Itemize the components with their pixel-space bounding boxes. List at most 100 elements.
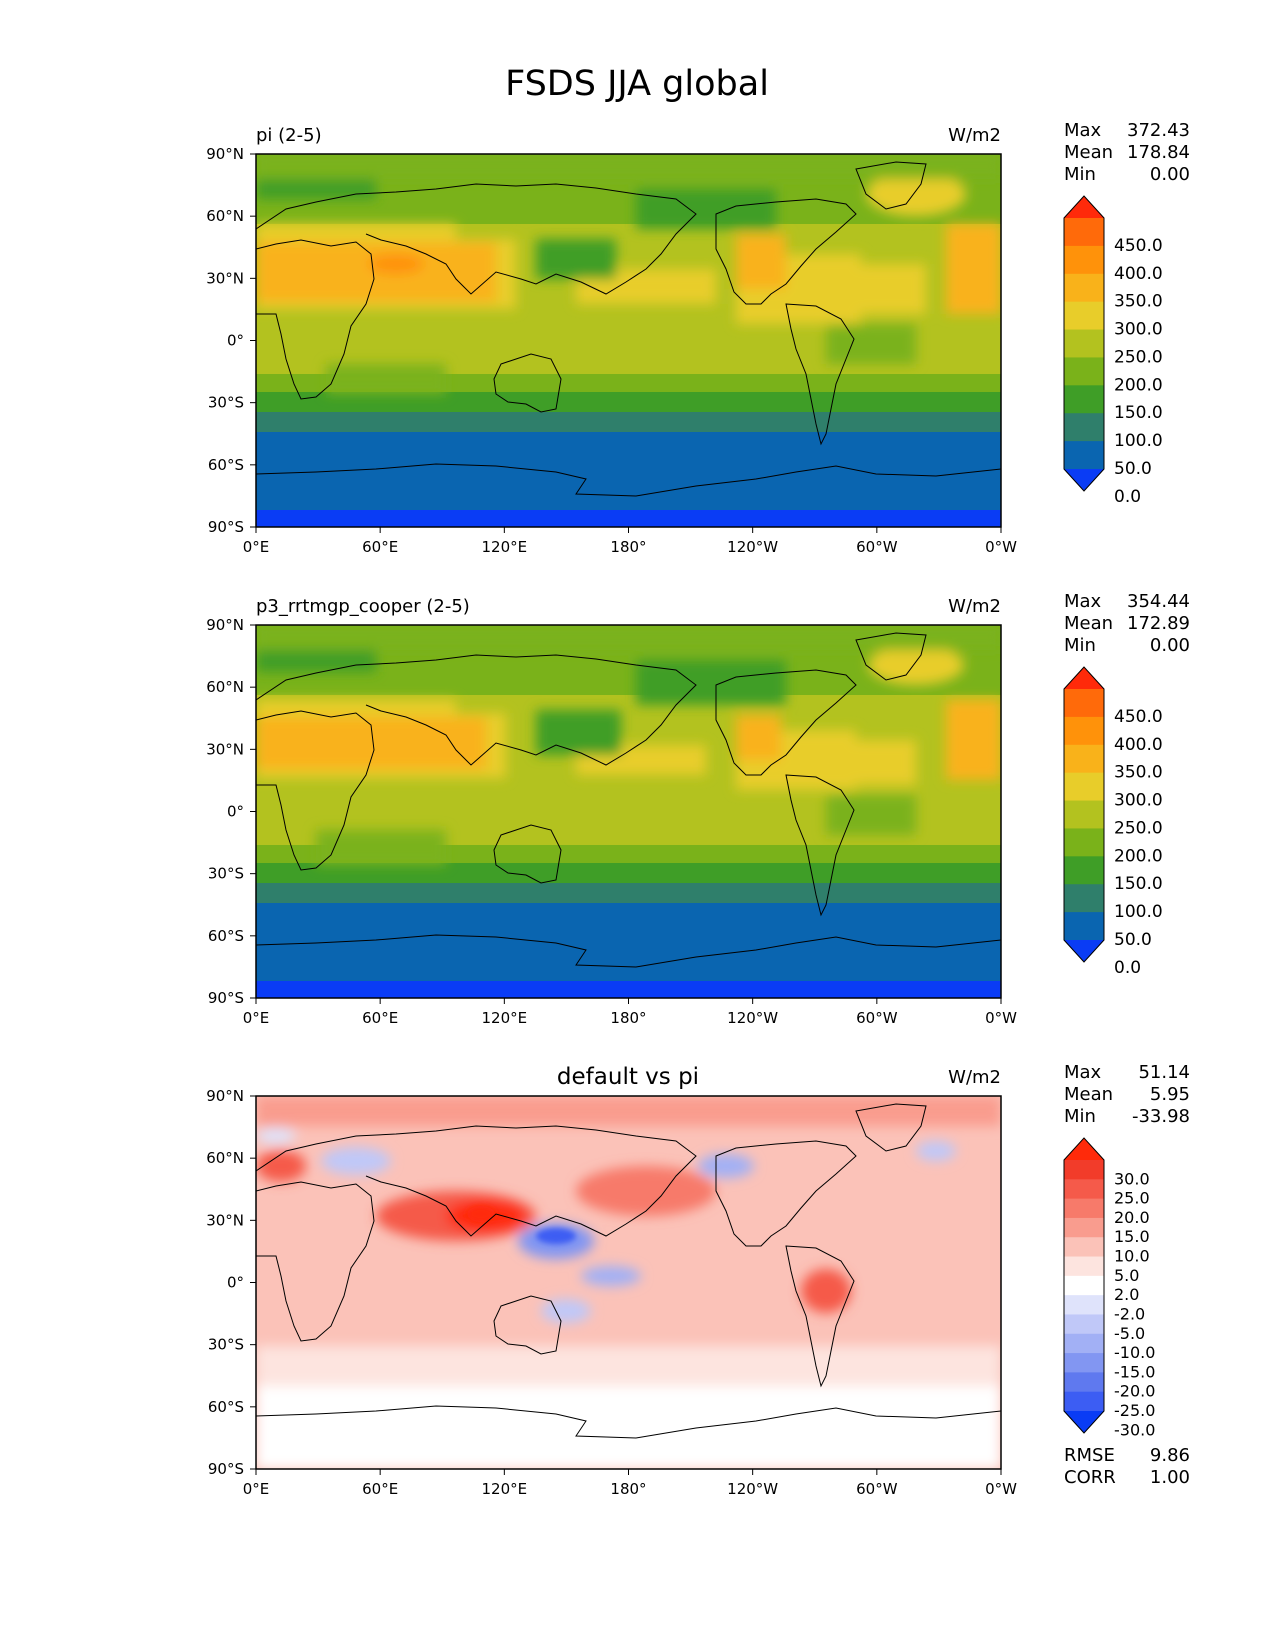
side-diff: Max 51.14 Mean 5.95 Min -33.98 30.025.02…: [1063, 1062, 1190, 1488]
colorbar-swatch: [1064, 245, 1104, 275]
colorbar-label: 50.0: [1114, 930, 1152, 950]
y-tick-label: 60°N: [206, 207, 244, 225]
colorbar-swatch: [1064, 744, 1104, 774]
colorbar-label: 400.0: [1114, 735, 1163, 755]
panel-units: W/m2: [948, 1067, 1001, 1088]
colorbar-label: 400.0: [1114, 264, 1163, 284]
panel-units: W/m2: [948, 125, 1001, 146]
panel-pi: pi (2-5) W/m2: [206, 125, 1017, 556]
stat-mean-value: 5.95: [1150, 1084, 1190, 1105]
stat-mean-value: 178.84: [1127, 142, 1190, 163]
coastlines: [256, 1103, 1001, 1439]
colorbar-swatch: [1064, 1237, 1104, 1258]
colorbar-swatch: [1064, 329, 1104, 358]
stat-min-value: 0.00: [1150, 164, 1190, 185]
coast-australia: [493, 1295, 562, 1355]
colorbar-extend-min: [1064, 469, 1104, 491]
colorbar-swatch: [1064, 1391, 1104, 1412]
coast-greenland: [855, 632, 927, 681]
colorbar-swatch: [1064, 273, 1104, 303]
coast-australia: [493, 353, 562, 413]
x-tick-label: 120°E: [482, 1480, 528, 1498]
colorbar-label: 250.0: [1114, 818, 1163, 838]
stat-min-value: -33.98: [1132, 1106, 1190, 1127]
colorbar-label: -20.0: [1114, 1382, 1155, 1401]
colorbar-swatch: [1064, 856, 1104, 885]
x-axis: 0°E 60°E 120°E 180° 120°W 60°W 0°W: [243, 998, 1017, 1027]
coast-north-america: [715, 1140, 857, 1247]
x-tick-label: 180°: [610, 1009, 646, 1027]
y-tick-label: 90°S: [208, 1460, 244, 1478]
stat-max-value: 51.14: [1138, 1062, 1190, 1083]
x-axis: 0°E 60°E 120°E 180° 120°W 60°W 0°W: [243, 1469, 1017, 1498]
colorbar-label: 2.0: [1114, 1285, 1139, 1304]
coast-north-america: [715, 669, 857, 776]
x-tick-label: 120°W: [727, 1480, 778, 1498]
coast-greenland: [855, 1103, 927, 1152]
side-pi: Max 372.43 Mean 178.84 Min 0.00 450.0 400…: [1063, 120, 1190, 507]
stat-max-label: Max: [1064, 1062, 1102, 1083]
colorbar-extend-max: [1064, 196, 1104, 218]
x-tick-label: 60°E: [362, 1009, 398, 1027]
coast-africa-eurasia: [256, 239, 375, 400]
colorbar: 450.0 400.0 350.0 300.0 250.0 200.0 150.0 100.0…: [1063, 666, 1163, 978]
colorbar-swatch: [1064, 301, 1104, 331]
colorbar-swatch: [1064, 884, 1104, 913]
colorbar-label: 450.0: [1114, 236, 1163, 256]
y-axis: 90°N 60°N 30°N 0° 30°S 60°S 90°S: [206, 145, 256, 536]
coast-eurasia-north: [256, 1125, 697, 1237]
stat-min-value: 0.00: [1150, 635, 1190, 656]
y-tick-label: 0°: [227, 803, 244, 821]
coastlines: [256, 161, 1001, 497]
colorbar-label: -30.0: [1114, 1420, 1155, 1439]
x-tick-label: 120°E: [482, 538, 528, 556]
y-tick-label: 90°N: [206, 1087, 244, 1105]
colorbar-swatch: [1064, 1295, 1104, 1315]
panel-center-title: default vs pi: [557, 1064, 699, 1090]
stat-corr-value: 1.00: [1150, 1467, 1190, 1488]
stat-min-label: Min: [1064, 164, 1096, 185]
stat-min-label: Min: [1064, 1106, 1096, 1127]
x-tick-label: 0°W: [985, 538, 1017, 556]
colorbar-swatch: [1064, 716, 1104, 746]
y-tick-label: 30°N: [206, 740, 244, 758]
figure-title: FSDS JJA global: [505, 64, 769, 104]
colorbar-swatch: [1064, 441, 1104, 470]
coast-africa-eurasia: [256, 710, 375, 871]
colorbar-swatch: [1064, 912, 1104, 941]
coast-north-america: [715, 198, 857, 305]
colorbar-outline: [1063, 195, 1105, 492]
y-tick-label: 0°: [227, 332, 244, 350]
stat-mean-label: Mean: [1064, 613, 1113, 634]
colorbar-swatch: [1064, 772, 1104, 802]
colorbar-label: 100.0: [1114, 431, 1163, 451]
y-tick-label: 60°S: [208, 456, 244, 474]
colorbar-label: 450.0: [1114, 707, 1163, 727]
x-axis: 0°E 60°E 120°E 180° 120°W 60°W 0°W: [243, 527, 1017, 556]
coast-antarctica: [256, 934, 1001, 968]
side-p3: Max 354.44 Mean 172.89 Min 0.00 450.0 400…: [1063, 591, 1190, 978]
y-tick-label: 90°N: [206, 616, 244, 634]
x-tick-label: 0°E: [243, 538, 270, 556]
map-field: [256, 625, 1001, 998]
colorbar-label: 15.0: [1114, 1227, 1150, 1246]
y-tick-label: 0°: [227, 1274, 244, 1292]
stat-max-value: 372.43: [1127, 120, 1190, 141]
y-tick-label: 60°S: [208, 927, 244, 945]
coast-greenland: [855, 161, 927, 210]
coast-antarctica: [256, 463, 1001, 497]
colorbar-swatch: [1064, 218, 1104, 247]
colorbar-extend-min: [1064, 940, 1104, 962]
colorbar-swatch: [1064, 1179, 1104, 1200]
x-tick-label: 60°W: [856, 1009, 898, 1027]
colorbar-swatch: [1064, 385, 1104, 414]
y-tick-label: 60°N: [206, 678, 244, 696]
x-tick-label: 60°E: [362, 538, 398, 556]
colorbar-label: -25.0: [1114, 1401, 1155, 1420]
colorbar-swatch: [1064, 1160, 1104, 1180]
panel-left-title: pi (2-5): [256, 125, 322, 146]
colorbar-swatch: [1064, 1333, 1104, 1354]
x-tick-label: 60°E: [362, 1480, 398, 1498]
x-tick-label: 0°W: [985, 1009, 1017, 1027]
